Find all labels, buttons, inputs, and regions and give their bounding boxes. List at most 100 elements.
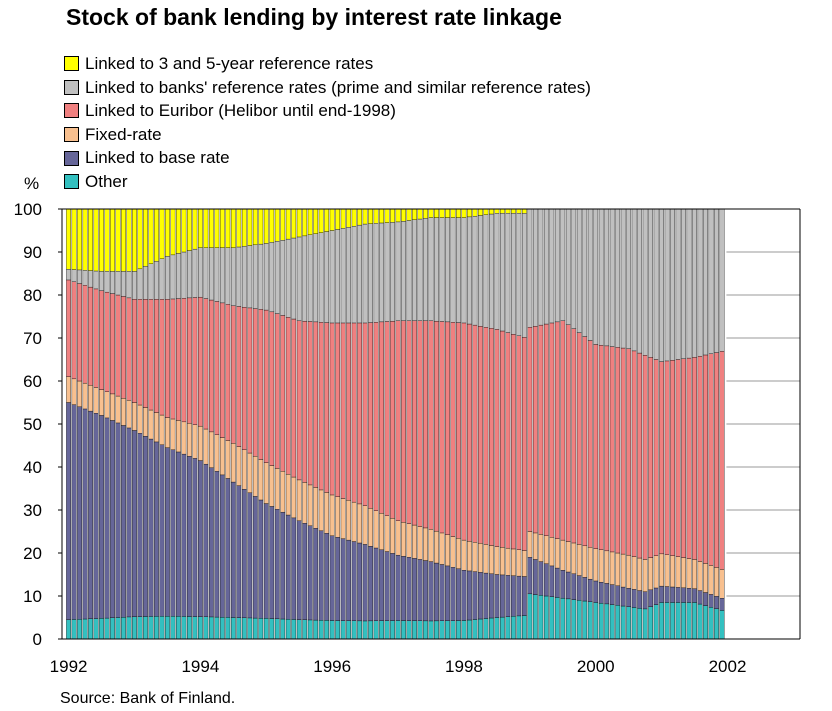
y-tick-label: 40 [23,458,42,477]
bar-segment [208,431,214,468]
bar-segment [565,541,571,573]
bar-segment [203,616,209,640]
bar-segment [219,208,225,248]
bar-segment [362,223,368,324]
legend-item: Fixed-rate [64,123,591,147]
bar-segment [247,307,253,454]
bar-segment [538,208,544,326]
bar-segment [165,299,170,418]
bar-segment [478,543,483,573]
bar-segment [99,389,104,416]
bar-segment [154,412,159,443]
bar-segment [324,492,330,534]
bar-segment [302,320,308,483]
bar-segment [335,620,341,640]
bar-segment [329,322,335,496]
legend-swatch [64,56,79,72]
bar-segment [230,247,236,306]
bar-segment [263,618,269,640]
bar-segment [714,608,719,640]
bar-segment [357,208,362,226]
bar-segment [302,482,308,524]
bar-segment [269,311,275,466]
bar-segment [154,261,159,300]
bar-segment [71,619,77,640]
bar-segment [483,327,489,545]
bar-segment [483,208,489,215]
bar-segment [406,320,412,524]
bar-segment [104,271,110,293]
bar-segment [132,616,137,640]
bar-segment [560,320,566,541]
bar-segment [500,547,505,576]
bar-segment [187,297,192,424]
bar-segment [510,575,516,617]
bar-segment [609,346,615,553]
bar-segment [148,299,154,411]
bar-segment [532,594,538,640]
bar-segment [176,298,181,421]
bar-segment [510,616,516,640]
bar-segment [615,347,621,554]
bar-segment [719,569,725,599]
bar-segment [467,540,472,572]
bar-segment [664,208,670,362]
bar-segment [461,217,467,324]
bar-segment [604,583,610,605]
bar-segment [247,452,253,493]
bar-segment [615,208,621,348]
bar-segment [247,208,253,246]
bar-segment [598,549,604,583]
bar-segment [593,580,599,603]
bar-segment [401,221,406,321]
bar-segment [494,329,500,547]
bar-segment [110,393,115,421]
bar-segment [192,208,198,250]
y-tick-label: 70 [23,329,42,348]
bar-segment [362,505,368,545]
bar-segment [307,619,313,640]
bar-segment [148,409,154,440]
bar-segment [99,290,104,390]
bar-segment [368,546,373,622]
bar-segment [230,208,236,248]
bar-segment [692,559,697,589]
bar-segment [77,619,82,640]
bar-segment [384,515,390,552]
bar-segment [307,525,313,621]
y-tick-label: 90 [23,243,42,262]
bar-segment [681,587,686,603]
bar-segment [708,565,714,595]
bar-segment [263,243,269,311]
bar-segment [483,618,489,640]
bar-segment [362,620,368,640]
bar-segment [483,544,489,574]
bar-segment [192,458,198,617]
legend-label: Other [85,171,128,191]
bar-segment [664,360,670,555]
bar-segment [598,208,604,346]
bar-segment [335,208,341,230]
bar-segment [598,581,604,604]
bar-segment [434,620,439,640]
bar-segment [71,281,77,380]
bar-segment [318,489,324,531]
bar-segment [280,618,286,640]
bar-segment [346,208,352,228]
bar-segment [379,222,384,323]
bar-segment [664,586,670,603]
bar-segment [516,575,522,617]
bar-segment [340,228,346,324]
bar-segment [593,208,599,345]
bar-segment [241,449,247,490]
bar-segment [384,321,390,516]
x-tick-label: 1998 [445,657,483,676]
bar-segment [637,557,643,591]
bar-segment [670,602,675,640]
x-tick-label: 1992 [50,657,88,676]
bar-segment [648,357,654,558]
bar-segment [714,352,719,568]
bar-segment [66,619,71,640]
y-tick-label: 80 [23,286,42,305]
